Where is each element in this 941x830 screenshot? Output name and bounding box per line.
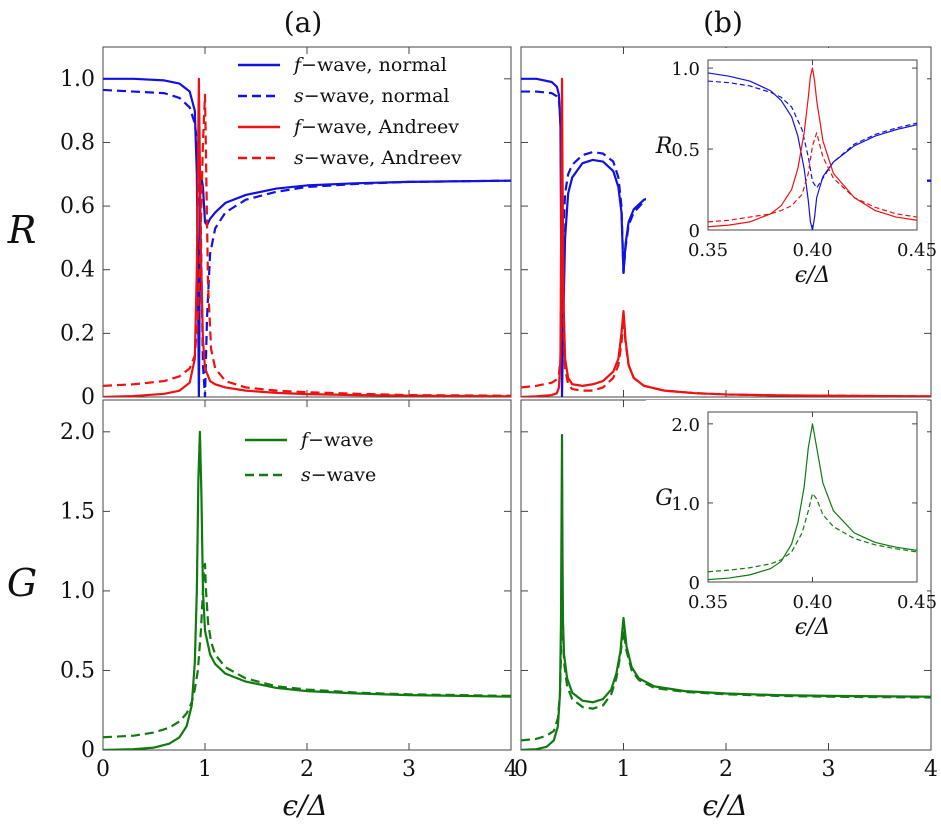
legend-top-label-text: −wave, Andreev xyxy=(301,116,459,138)
panel-b-R-inset-ylabel: R xyxy=(655,134,673,159)
legend-top-label: s−wave, normal xyxy=(294,85,450,107)
panel-b-G-inset-xtick-label: 0.45 xyxy=(897,592,937,613)
legend-top-label-text: −wave, Andreev xyxy=(304,147,462,169)
panel-a-R-series-s-wave-andreev xyxy=(103,93,511,397)
panel-b-R-inset: 0 0.5 1.0 0.35 0.40 0.45 Rϵ/Δ xyxy=(646,48,937,296)
panel-a-G-ytick-label: 1.0 xyxy=(60,579,95,604)
ylabel-R: R xyxy=(7,208,37,252)
panel-b-R-inset-series-s-wave-andreev xyxy=(708,132,917,223)
panel-b-R-series-s-wave-andreev xyxy=(521,198,931,397)
panel-a-G-ytick-label: 1.5 xyxy=(60,499,95,524)
panel-a-R-ytick-label: 1.0 xyxy=(60,67,95,92)
legend-top-label: f−wave, normal xyxy=(292,54,447,76)
legend-top-label-text: −wave, normal xyxy=(304,85,450,107)
panel-b-G-inset-ytick-label: 2.0 xyxy=(671,415,700,436)
panel-a-R: 0 0.2 0.4 0.6 0.8 1.0 xyxy=(60,46,512,410)
panel-b-R-inset-series-f-wave-normal xyxy=(708,72,917,230)
panel-b-R-inset-ytick-label: 0 xyxy=(689,221,700,242)
legend-top-label-prefix: f xyxy=(292,116,304,138)
panel-a-R-ytick-label: 0.6 xyxy=(60,194,95,219)
legend-top-label-text: −wave, normal xyxy=(301,54,447,76)
panel-b-G-xtick-label: 0 xyxy=(514,757,528,782)
xlabel-b: ϵ/Δ xyxy=(702,789,747,822)
panel-b-G-inset-series-s-wave xyxy=(708,492,917,573)
panel-b-G-inset-ylabel: G xyxy=(655,486,673,511)
panel-a-R-ytick-label: 0.4 xyxy=(60,258,95,283)
ylabel-G: G xyxy=(7,561,37,605)
panel-b-G-xtick-label: 1 xyxy=(617,757,631,782)
panel-b-G-inset-ytick-label: 1.0 xyxy=(671,494,700,515)
panel-b-G-inset-xtick-label: 0.35 xyxy=(688,592,728,613)
legend-bottom-label-prefix: f xyxy=(299,429,311,451)
panel-b-G-series-f-wave xyxy=(521,433,931,750)
panel-b-G-xtick-label: 2 xyxy=(719,757,733,782)
panel-b-G-xtick-label: 4 xyxy=(924,757,938,782)
panel-b-G-inset-ytick-label: 0 xyxy=(689,573,700,594)
panel-a-title: (a) xyxy=(284,6,323,39)
panel-a-G-frame xyxy=(102,399,512,751)
panel-b-title: (b) xyxy=(703,6,743,39)
panel-b-G-series-s-wave xyxy=(521,573,931,742)
panel-a-R-ytick-label: 0 xyxy=(81,385,95,410)
panel-a-R-ytick-label: 0.8 xyxy=(60,130,95,155)
panel-a-R-ytick-label: 0.2 xyxy=(60,321,95,346)
panel-a-G-ytick-label: 0 xyxy=(81,738,95,763)
panel-b-G-inset-xtick-label: 0.40 xyxy=(792,592,832,613)
panel-a-R-series-s-wave-normal xyxy=(103,88,511,397)
legend-bottom-label: s−wave xyxy=(301,464,376,486)
panel-b-R-inset-ytick-label: 1.0 xyxy=(671,59,700,80)
panel-a-G-xtick-label: 1 xyxy=(198,757,212,782)
xlabel-a: ϵ/Δ xyxy=(282,789,327,822)
panel-b-G-inset-xlabel: ϵ/Δ xyxy=(795,615,831,640)
panel-b-G-inset-bg xyxy=(646,400,927,648)
panel-b-R: 0 0.5 1.0 0.35 0.40 0.45 Rϵ/Δ xyxy=(520,46,937,398)
panel-a-G-series-s-wave xyxy=(103,562,511,739)
panel-a-R-series-f-wave-andreev xyxy=(103,77,511,397)
panel-a-G-ytick-label: 0.5 xyxy=(60,658,95,683)
panel-a-G: 0 0.5 1.0 1.5 2.0 0 1 2 3 4 xyxy=(60,399,518,782)
panel-b-G-inset: 0 1.0 2.0 0.35 0.40 0.45 Gϵ/Δ xyxy=(646,400,937,648)
legend-top-label-prefix: f xyxy=(292,54,304,76)
panel-b-G-xtick-label: 3 xyxy=(822,757,836,782)
legend-top-label-prefix: s xyxy=(294,85,304,107)
legend-bottom-label-text: −wave xyxy=(311,464,377,486)
panel-a-G-xtick-label: 2 xyxy=(300,757,314,782)
panel-b-R-inset-bg xyxy=(646,48,927,296)
panel-b-R-inset-xlabel: ϵ/Δ xyxy=(795,263,831,288)
panel-a-G-xtick-label: 3 xyxy=(402,757,416,782)
panel-a-G-xtick-label: 0 xyxy=(96,757,110,782)
panel-b-G-inset-series-f-wave xyxy=(708,423,917,581)
panel-b-R-inset-xtick-label: 0.35 xyxy=(688,240,728,261)
panel-a-G-xtick-label: 4 xyxy=(504,757,518,782)
panel-b-R-inset-series-s-wave-normal xyxy=(708,80,917,189)
legend-top-label-prefix: s xyxy=(294,147,304,169)
panel-b-R-inset-xtick-label: 0.45 xyxy=(897,240,937,261)
panel-a-R-series-f-wave-normal xyxy=(103,77,511,397)
panel-a-G-ytick-label: 2.0 xyxy=(60,420,95,445)
legend-bottom-label: f−wave xyxy=(299,429,374,451)
panel-a-G-series-f-wave xyxy=(103,430,511,750)
legend-top-label: f−wave, Andreev xyxy=(292,116,459,138)
legend-bottom-label-prefix: s xyxy=(301,464,311,486)
panel-b-G: 0 1 2 3 4 0 1.0 2.0 0.35 0.40 0.45 Gϵ/Δ xyxy=(514,399,938,782)
panel-b-R-inset-ytick-label: 0.5 xyxy=(671,140,700,161)
legend-top-label: s−wave, Andreev xyxy=(294,147,462,169)
legend-bottom-label-text: −wave xyxy=(308,429,374,451)
panel-b-R-inset-xtick-label: 0.40 xyxy=(792,240,832,261)
